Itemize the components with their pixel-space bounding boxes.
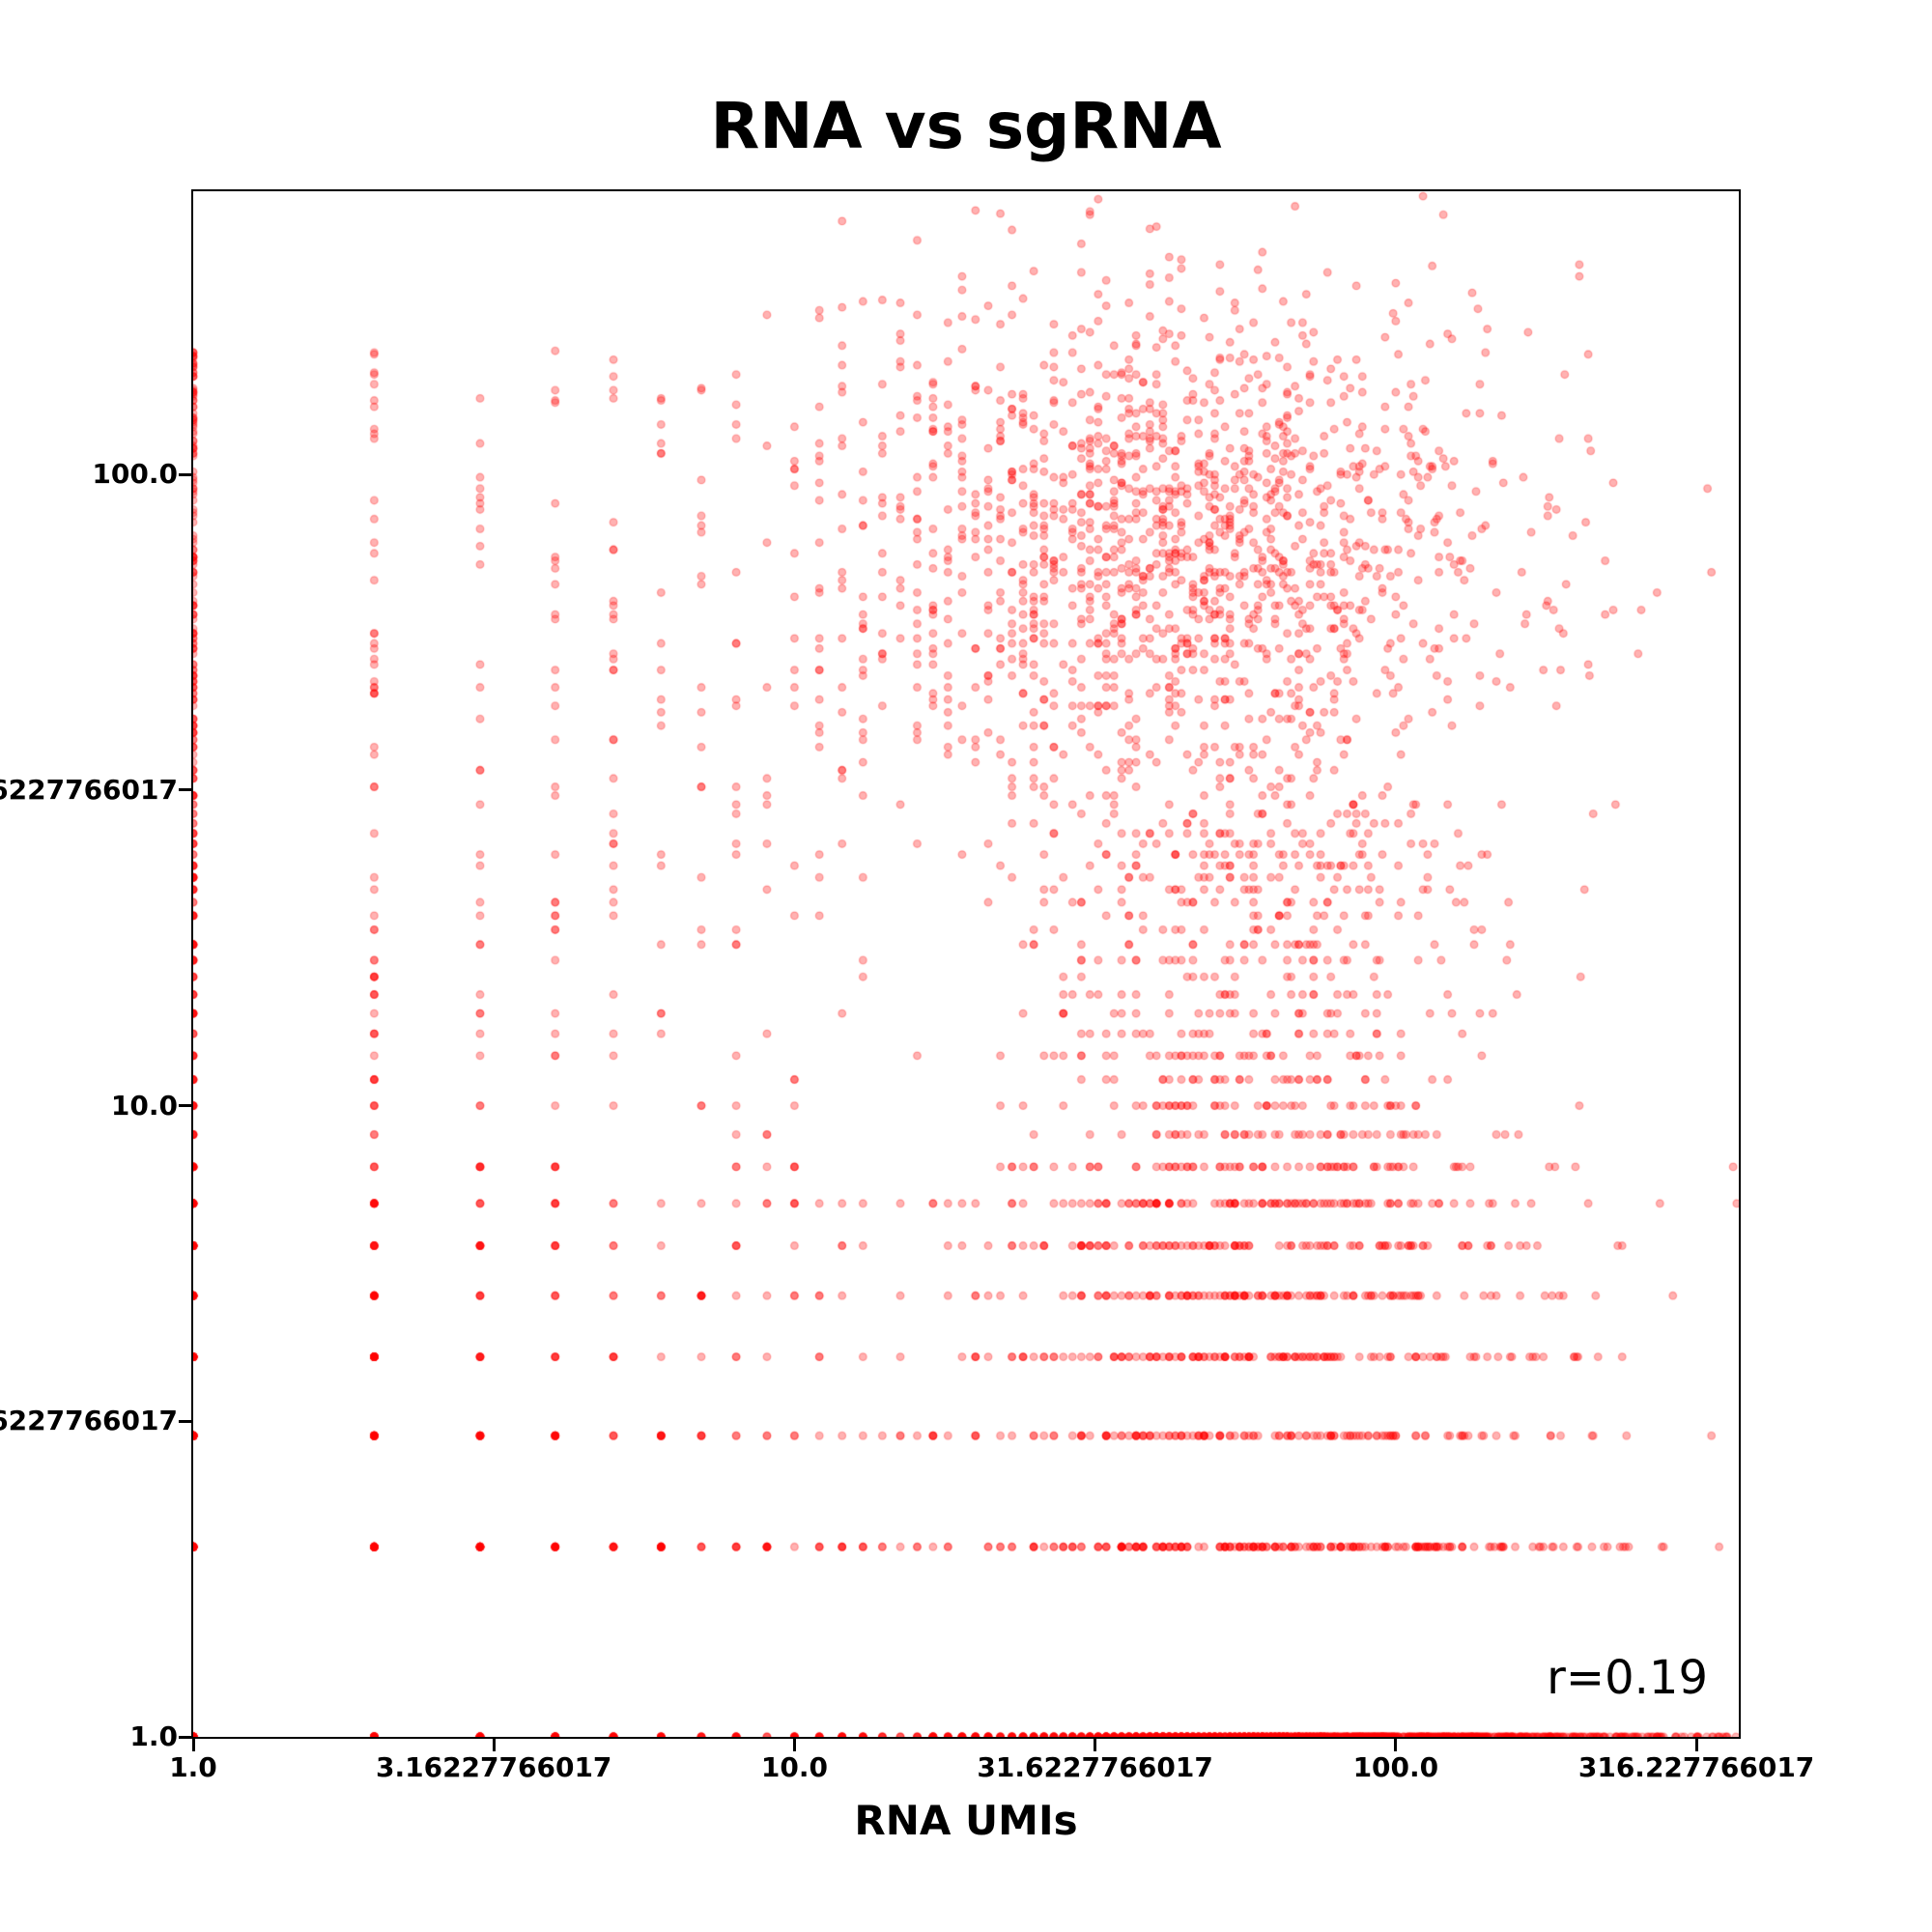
x-axis-label: RNA UMIs	[854, 1797, 1078, 1844]
x-tick-mark	[1394, 1739, 1398, 1751]
y-tick-mark	[179, 788, 191, 792]
y-tick-mark	[179, 1419, 191, 1423]
x-tick-mark	[1694, 1739, 1698, 1751]
x-tick-label: 316.227766017	[1577, 1751, 1815, 1783]
correlation-annotation: r=0.19	[1547, 1651, 1708, 1705]
x-tick-mark	[792, 1739, 796, 1751]
x-tick-label: 10.0	[760, 1751, 828, 1783]
x-tick-label: 3.16227766017	[375, 1751, 612, 1783]
y-tick-label: 10.0	[110, 1089, 178, 1122]
x-tick-mark	[1094, 1739, 1097, 1751]
x-tick-label: 31.6227766017	[977, 1751, 1213, 1783]
y-tick-mark	[179, 1735, 191, 1739]
plot-area	[191, 189, 1741, 1739]
y-tick-label: 100.0	[92, 458, 178, 491]
scatter-points-canvas	[193, 191, 1739, 1737]
x-tick-mark	[191, 1739, 195, 1751]
chart-title: RNA vs sgRNA	[710, 89, 1222, 163]
y-tick-mark	[179, 472, 191, 476]
y-tick-label: 1.0	[129, 1720, 178, 1752]
x-tick-label: 1.0	[169, 1751, 217, 1783]
y-tick-label: 3.16227766017	[0, 1405, 178, 1437]
x-tick-label: 100.0	[1352, 1751, 1439, 1783]
y-tick-mark	[179, 1104, 191, 1108]
y-tick-label: 31.6227766017	[0, 773, 178, 806]
x-tick-mark	[492, 1739, 496, 1751]
